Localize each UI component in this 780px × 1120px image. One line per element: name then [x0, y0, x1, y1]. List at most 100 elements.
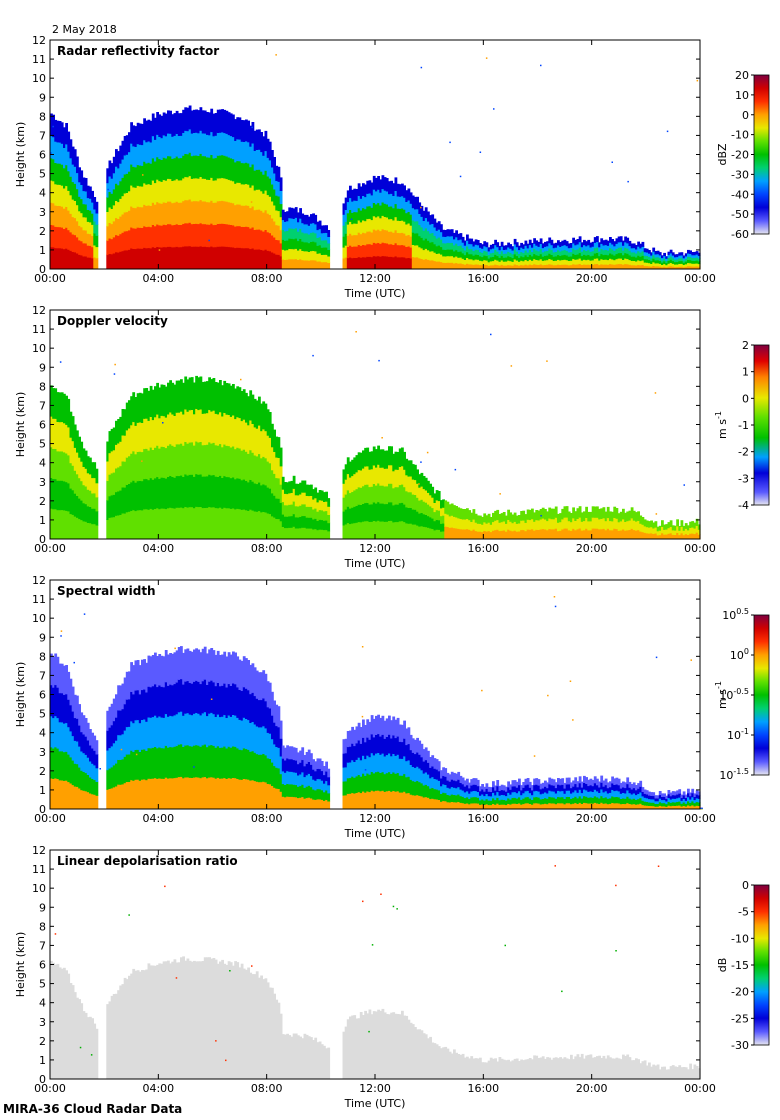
- cloud-strip: [362, 773, 365, 792]
- cloud-strip: [567, 256, 571, 261]
- cloud-strip: [572, 780, 575, 787]
- speckle: [240, 378, 242, 381]
- cloud-strip: [370, 486, 374, 505]
- cloud-strip: [112, 698, 116, 722]
- cloud-strip: [418, 526, 422, 540]
- cloud-strip: [429, 494, 432, 507]
- cloud-strip: [162, 246, 166, 270]
- cloud-strip: [362, 468, 365, 487]
- cloud-strip: [593, 253, 597, 259]
- cloud-strip: [177, 180, 181, 203]
- cloud-strip: [123, 677, 127, 705]
- cloud-strip: [589, 802, 593, 810]
- cloud-strip: [470, 803, 474, 810]
- cloud-strip: [600, 508, 604, 519]
- cloud-strip: [487, 247, 491, 252]
- cloud-strip: [117, 734, 120, 760]
- cloud-strip: [615, 777, 619, 785]
- cloud-strip: [364, 184, 367, 198]
- cloud-strip: [78, 518, 81, 540]
- cloud-strip: [689, 799, 692, 803]
- cloud-strip: [312, 789, 315, 800]
- cloud-strip: [422, 526, 426, 540]
- cloud-strip: [210, 411, 214, 444]
- cloud-strip: [301, 772, 305, 785]
- cloud-strip: [299, 482, 302, 495]
- cloud-strip: [442, 236, 445, 244]
- cloud-strip: [316, 520, 320, 531]
- cloud-strip: [617, 236, 621, 243]
- cloud-strip: [301, 515, 305, 528]
- cloud-strip: [574, 244, 578, 251]
- cloud-strip: [665, 524, 669, 530]
- cloud-strip: [80, 770, 84, 791]
- cloud-strip: [587, 254, 591, 260]
- cloud-strip: [221, 477, 224, 509]
- cloud-strip: [390, 180, 393, 194]
- cloud-strip: [689, 262, 692, 267]
- cloud-strip: [394, 242, 398, 257]
- cloud-strip: [435, 779, 439, 790]
- cloud-strip: [528, 249, 532, 255]
- cloud-strip: [589, 784, 593, 792]
- cloud-strip: [271, 150, 274, 168]
- cloud-strip: [318, 490, 322, 501]
- cloud-strip: [212, 158, 216, 181]
- cloud-strip: [355, 776, 359, 793]
- cloud-strip: [483, 264, 487, 270]
- cloud-strip: [611, 249, 614, 255]
- cloud-strip: [251, 692, 255, 722]
- cloud-strip: [368, 256, 372, 270]
- cloud-strip: [323, 492, 326, 502]
- cloud-strip: [533, 253, 536, 260]
- cloud-strip: [145, 141, 149, 164]
- cloud-strip: [654, 257, 658, 261]
- cloud-strip: [143, 247, 146, 270]
- cloud-strip: [583, 529, 586, 540]
- cloud-strip: [403, 755, 406, 775]
- cloud-strip: [697, 798, 701, 803]
- cloud-strip: [615, 528, 619, 540]
- cloud-strip: [526, 796, 530, 804]
- cloud-strip: [526, 778, 530, 785]
- cloud-strip: [372, 736, 376, 756]
- cloud-strip: [359, 186, 363, 199]
- cloud-strip: [665, 258, 669, 261]
- cloud-strip: [440, 224, 443, 233]
- cloud-strip: [80, 184, 84, 200]
- cloud-strip: [613, 528, 617, 540]
- cloud-strip: [154, 715, 157, 747]
- cloud-strip: [223, 412, 227, 445]
- cloud-strip: [71, 784, 75, 810]
- cloud-strip: [385, 485, 389, 505]
- cloud-strip: [505, 253, 508, 258]
- y-tick-label: 11: [32, 53, 46, 66]
- cloud-strip: [591, 528, 595, 540]
- cloud-strip: [368, 774, 372, 793]
- cloud-strip: [169, 715, 172, 748]
- cloud-strip: [472, 264, 476, 270]
- cloud-strip: [318, 768, 322, 780]
- cloud-strip: [663, 255, 666, 259]
- cloud-strip: [377, 242, 380, 257]
- cloud-strip: [210, 712, 214, 746]
- cloud-strip: [305, 484, 309, 496]
- cloud-strip: [268, 758, 272, 785]
- cloud-strip: [511, 246, 515, 251]
- cloud-strip: [197, 713, 201, 746]
- cloud-strip: [427, 240, 430, 251]
- cloud-strip: [678, 257, 682, 262]
- cloud-strip: [349, 233, 352, 246]
- cloud-strip: [507, 255, 510, 261]
- cloud-strip: [355, 759, 359, 777]
- cloud-strip: [420, 499, 424, 513]
- colorbar-tick-label: -40: [731, 188, 749, 201]
- cloud-strip: [598, 255, 601, 261]
- cloud-strip: [437, 491, 441, 502]
- cloud-strip: [420, 782, 424, 797]
- cloud-strip: [539, 519, 543, 530]
- cloud-strip: [91, 224, 94, 236]
- cloud-strip: [223, 178, 227, 202]
- cloud-strip: [199, 199, 203, 224]
- cloud-strip: [290, 248, 294, 260]
